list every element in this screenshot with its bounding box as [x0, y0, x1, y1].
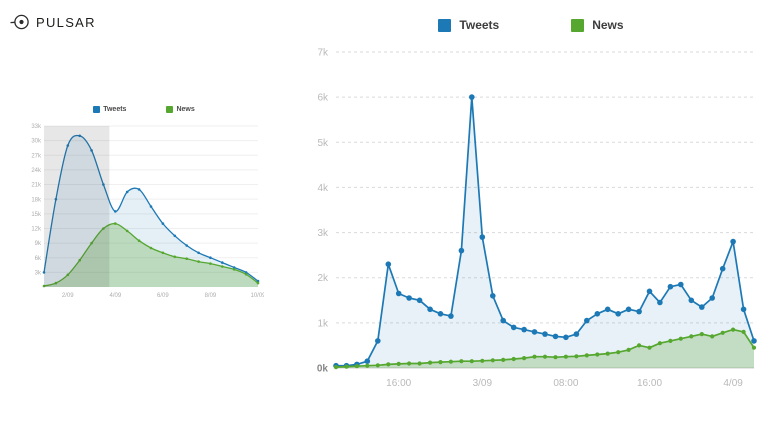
detail-legend-item-news[interactable]: News	[571, 18, 624, 32]
detail-legend-item-tweets[interactable]: Tweets	[438, 18, 499, 32]
overview-range-chart[interactable]: 3k 6k 9k 12k 15k 18k 21k 24k 27k 30k 33k 2/09 4/09 6/…	[24, 118, 266, 303]
svg-text:21k: 21k	[31, 183, 42, 189]
tweets-legend-label: Tweets	[459, 18, 500, 32]
detail-chart-panel: Tweets News 0k 1k 2k 3k 4k 5k 6k 7k 16:00 3/09 08:…	[298, 18, 764, 403]
svg-text:12k: 12k	[31, 227, 42, 233]
svg-text:33k: 33k	[31, 124, 42, 130]
svg-text:3k: 3k	[317, 228, 329, 239]
svg-text:7k: 7k	[317, 48, 329, 59]
svg-text:4/09: 4/09	[109, 293, 121, 299]
svg-text:08:00: 08:00	[553, 378, 578, 389]
overview-legend-item-news[interactable]: News	[166, 106, 195, 113]
svg-text:0k: 0k	[317, 364, 329, 375]
news-legend-label: News	[176, 106, 195, 113]
tweets-legend-label: Tweets	[103, 106, 127, 113]
svg-text:10/09: 10/09	[250, 293, 264, 299]
range-selection-region[interactable]	[44, 126, 110, 287]
svg-text:18k: 18k	[31, 197, 42, 203]
svg-text:3/09: 3/09	[473, 378, 493, 389]
svg-text:5k: 5k	[317, 138, 329, 149]
svg-text:24k: 24k	[31, 168, 42, 174]
svg-text:8/09: 8/09	[205, 293, 217, 299]
tweets-legend-swatch	[438, 18, 452, 32]
svg-text:6k: 6k	[317, 93, 329, 104]
svg-text:16:00: 16:00	[386, 378, 411, 389]
news-legend-label: News	[592, 18, 624, 32]
svg-text:6/09: 6/09	[157, 293, 169, 299]
tweets-legend-swatch	[93, 106, 101, 113]
brand-name: PULSAR	[36, 14, 96, 30]
news-legend-swatch	[166, 106, 174, 113]
svg-text:15k: 15k	[31, 212, 42, 218]
svg-text:2k: 2k	[317, 273, 329, 284]
svg-text:2/09: 2/09	[62, 293, 74, 299]
overview-legend: Tweets News	[24, 106, 264, 113]
pulsar-logo-icon	[10, 14, 29, 30]
svg-text:6k: 6k	[35, 256, 42, 262]
svg-text:16:00: 16:00	[637, 378, 662, 389]
pulsar-logo: PULSAR	[10, 13, 96, 31]
overview-legend-item-tweets[interactable]: Tweets	[93, 106, 126, 113]
svg-text:3k: 3k	[35, 270, 42, 276]
news-legend-swatch	[571, 18, 585, 32]
svg-text:4/09: 4/09	[723, 378, 743, 389]
svg-text:1k: 1k	[317, 318, 329, 329]
svg-text:30k: 30k	[31, 139, 42, 145]
svg-text:4k: 4k	[317, 183, 329, 194]
svg-text:27k: 27k	[31, 153, 42, 159]
detail-timeline-chart[interactable]: 0k 1k 2k 3k 4k 5k 6k 7k 16:00 3/09 08:00 16:00 4/09	[298, 40, 764, 398]
svg-text:9k: 9k	[35, 241, 42, 247]
overview-chart-panel: Tweets News 3k 6k 9k 12k 15k 18k 21k 24k 27k 30k 3…	[24, 106, 266, 308]
detail-legend: Tweets News	[298, 18, 764, 32]
